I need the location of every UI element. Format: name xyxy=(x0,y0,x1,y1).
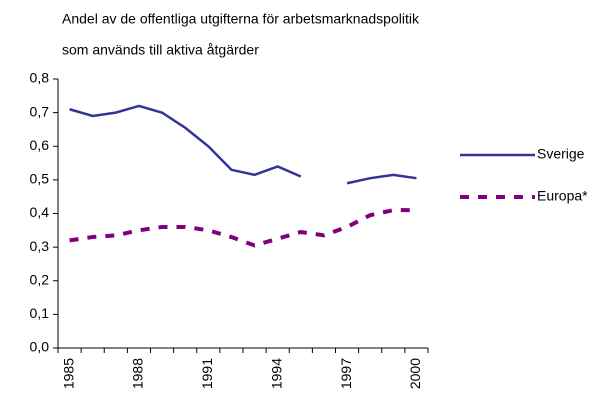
y-tick-label: 0,2 xyxy=(30,271,50,287)
line-series xyxy=(69,208,417,248)
y-tick-label: 0,0 xyxy=(30,339,50,355)
x-tick-label: 1994 xyxy=(268,358,284,389)
y-tick-label: 0,3 xyxy=(30,238,50,254)
x-tick-label: 1991 xyxy=(199,358,215,389)
x-tick-label: 1988 xyxy=(130,358,146,389)
chart-title: Andel av de offentliga utgifterna för ar… xyxy=(62,11,420,27)
y-tick-label: 0,1 xyxy=(30,305,50,321)
line-series xyxy=(69,104,302,178)
x-tick-label: 1985 xyxy=(60,358,76,389)
chart-subtitle: som används till aktiva åtgärder xyxy=(62,42,259,58)
legend-label: Europa* xyxy=(537,188,588,204)
y-tick-label: 0,6 xyxy=(30,137,50,153)
y-tick-label: 0,4 xyxy=(30,204,50,220)
line-series xyxy=(346,173,417,185)
legend-label: Sverige xyxy=(537,146,585,162)
x-tick-label: 2000 xyxy=(407,358,423,389)
y-tick-label: 0,5 xyxy=(30,171,50,187)
x-tick-label: 1997 xyxy=(338,358,354,389)
y-tick-label: 0,7 xyxy=(30,103,50,119)
y-tick-label: 0,8 xyxy=(30,70,50,86)
